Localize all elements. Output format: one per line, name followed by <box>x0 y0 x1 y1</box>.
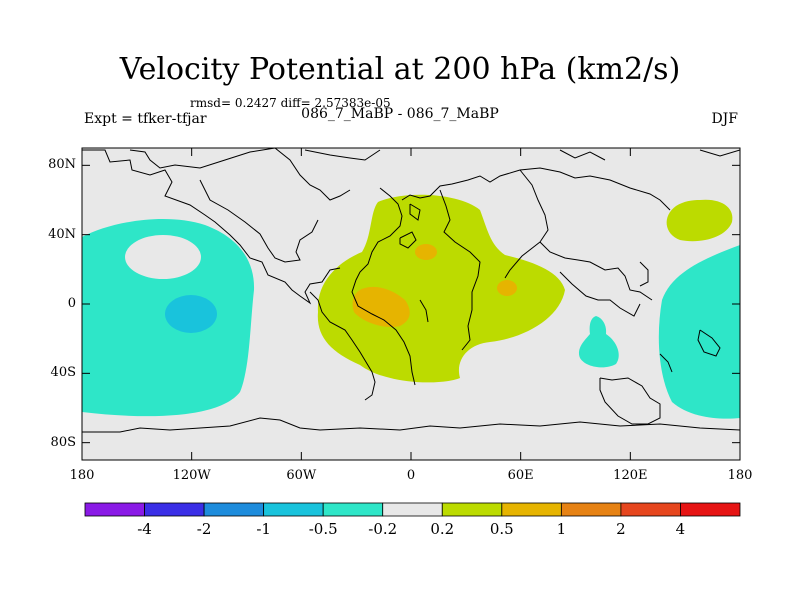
x-tick-marks <box>81 148 741 460</box>
colorbar-swatch <box>322 502 384 517</box>
colorbar-label: 4 <box>675 520 686 538</box>
y-tick-label: 0 <box>67 296 76 311</box>
x-tick-label: 180 <box>727 468 753 483</box>
colorbar-label: -4 <box>137 520 152 538</box>
coastline-outlines <box>82 148 740 433</box>
rmsd-diff-stats: rmsd= 0.2427 diff= 2.57383e-05 <box>190 96 391 110</box>
colorbar-swatch <box>501 502 562 517</box>
negative-region-south-pacific <box>579 316 619 368</box>
y-tick-label: 80S <box>50 434 76 450</box>
y-tick-label: 40N <box>48 226 76 242</box>
colorbar-label: -2 <box>196 520 212 538</box>
colorbar-swatch <box>680 502 741 517</box>
colorbar-swatch <box>263 502 324 517</box>
colorbar-label: 0.2 <box>430 520 455 538</box>
colorbar-swatch <box>382 502 443 517</box>
colorbar-label: -0.2 <box>368 520 398 538</box>
season-label: DJF <box>711 111 738 127</box>
x-tick-label: 120W <box>172 468 211 483</box>
colorbar-swatch <box>203 502 265 517</box>
y-tick-marks <box>82 164 740 444</box>
colorbar-swatch <box>620 502 681 517</box>
experiment-label: Expt = tfker-tfjar <box>84 111 207 127</box>
colorbar-swatch <box>144 502 205 517</box>
neutral-hole-west <box>125 235 201 279</box>
colorbar <box>84 502 741 517</box>
colorbar-swatch <box>441 502 503 517</box>
colorbar-label: -1 <box>256 520 271 538</box>
colorbar-label: 1 <box>556 520 567 538</box>
colorbar-swatch <box>560 502 622 517</box>
colorbar-swatch <box>84 502 145 517</box>
more-negative-core-west <box>165 295 217 333</box>
x-tick-label: 180 <box>69 468 95 483</box>
x-tick-label: 0 <box>406 468 416 483</box>
colorbar-label: -0.5 <box>308 520 338 538</box>
positive-core-north-africa <box>415 244 437 260</box>
map-field <box>82 148 740 460</box>
colorbar-label: 2 <box>616 520 626 538</box>
x-tick-label: 60W <box>286 468 317 483</box>
positive-core-atlantic <box>352 286 410 328</box>
map-subtitle: 086_7_MaBP - 086_7_MaBP <box>301 106 499 122</box>
y-tick-label: 40S <box>50 365 76 381</box>
x-tick-label: 60E <box>507 468 534 483</box>
colorbar-label: 0.5 <box>489 520 514 538</box>
positive-region-northeast <box>666 199 733 242</box>
map-title: Velocity Potential at 200 hPa (km2/s) <box>119 52 681 87</box>
y-tick-label: 80N <box>48 157 76 173</box>
x-tick-label: 120E <box>613 468 648 483</box>
positive-core-arabia <box>497 280 517 296</box>
